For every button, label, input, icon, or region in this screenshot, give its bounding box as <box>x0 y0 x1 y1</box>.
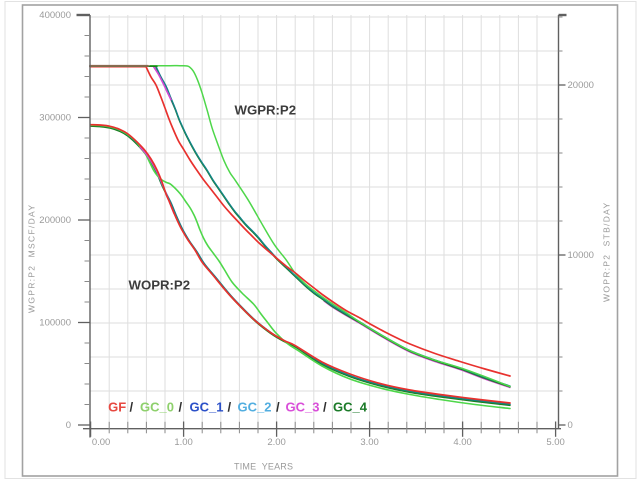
svg-text:WGPR:P2 MSCF/DAY: WGPR:P2 MSCF/DAY <box>27 204 37 313</box>
svg-text:GC_0: GC_0 <box>140 400 174 415</box>
svg-text:5.00: 5.00 <box>546 437 565 448</box>
svg-text:0: 0 <box>568 420 573 431</box>
svg-text:1.00: 1.00 <box>174 437 193 448</box>
svg-text:GC_3: GC_3 <box>286 400 320 415</box>
svg-text:200000: 200000 <box>39 215 71 226</box>
svg-text:2.00: 2.00 <box>267 437 286 448</box>
svg-text:GC_1: GC_1 <box>190 400 224 415</box>
svg-text:400000: 400000 <box>39 10 71 21</box>
svg-text:/: / <box>179 400 183 415</box>
svg-text:0.00: 0.00 <box>92 437 111 448</box>
svg-text:WGPR:P2: WGPR:P2 <box>235 103 297 118</box>
svg-text:3.00: 3.00 <box>360 437 379 448</box>
svg-text:100000: 100000 <box>39 318 71 329</box>
svg-text:/: / <box>130 400 134 415</box>
svg-text:4.00: 4.00 <box>453 437 472 448</box>
svg-text:0: 0 <box>66 420 71 431</box>
svg-text:/: / <box>323 400 327 415</box>
svg-text:GF: GF <box>108 400 126 415</box>
svg-text:WOPR:P2 STB/DAY: WOPR:P2 STB/DAY <box>602 202 612 302</box>
svg-text:GC_2: GC_2 <box>238 400 272 415</box>
svg-text:10000: 10000 <box>568 250 594 261</box>
svg-text:300000: 300000 <box>39 113 71 124</box>
svg-text:GC_4: GC_4 <box>333 400 368 415</box>
svg-text:TIME YEARS: TIME YEARS <box>234 462 293 472</box>
svg-text:/: / <box>228 400 232 415</box>
svg-text:20000: 20000 <box>568 80 594 91</box>
svg-text:/: / <box>276 400 280 415</box>
svg-text:WOPR:P2: WOPR:P2 <box>129 278 191 293</box>
